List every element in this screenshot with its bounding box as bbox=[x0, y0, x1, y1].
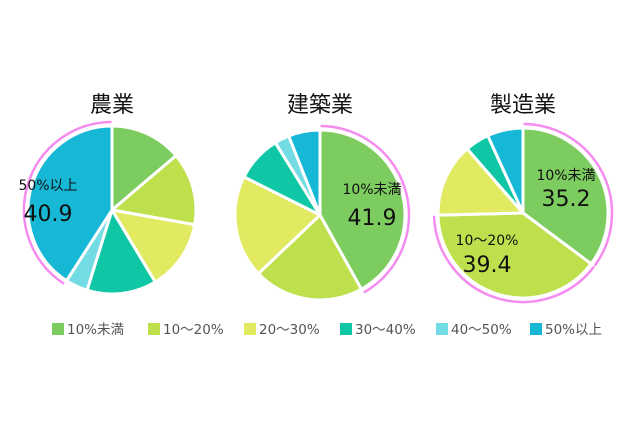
pie-slice-6 bbox=[26, 124, 114, 283]
pie-slice-1 bbox=[318, 128, 407, 291]
legend-swatch bbox=[340, 323, 352, 335]
pie-slice-2 bbox=[436, 211, 593, 300]
data-label-value: 40.9 bbox=[24, 202, 73, 227]
legend-item: 10%未満 bbox=[52, 322, 124, 338]
pie-slice-2 bbox=[256, 213, 363, 302]
pie-slice-3 bbox=[233, 175, 322, 276]
pie-slice-6 bbox=[287, 128, 322, 217]
pie-title: 建築業 bbox=[287, 93, 353, 118]
pie-chart-1: 農業 50%以上 40.9 bbox=[18, 93, 198, 296]
legend-item: 10〜20% bbox=[148, 322, 224, 338]
legend-item: 50%以上 bbox=[530, 322, 602, 338]
legend: 10%未満 10〜20% 20〜30% 30〜40% 40〜50% 50%以上 bbox=[52, 322, 602, 338]
legend-item: 30〜40% bbox=[340, 322, 416, 338]
pie-slice-6 bbox=[486, 126, 525, 215]
legend-swatch bbox=[148, 323, 160, 335]
pie-slice-1 bbox=[110, 124, 178, 212]
legend-label: 30〜40% bbox=[355, 322, 416, 338]
highlight-arc bbox=[432, 215, 595, 304]
pie-slice-4 bbox=[85, 208, 157, 296]
data-label-value: 35.2 bbox=[542, 187, 591, 212]
data-label-category: 10%未満 bbox=[342, 182, 401, 198]
data-label-category: 10%未満 bbox=[536, 168, 595, 184]
pie-title: 製造業 bbox=[490, 93, 556, 118]
data-label-category: 10〜20% bbox=[456, 233, 519, 249]
legend-label: 10%未満 bbox=[67, 322, 124, 338]
data-label-value: 41.9 bbox=[348, 206, 397, 231]
legend-label: 50%以上 bbox=[545, 322, 602, 338]
data-label-value: 39.4 bbox=[463, 253, 512, 278]
legend-swatch bbox=[52, 323, 64, 335]
highlight-arc bbox=[22, 120, 112, 285]
legend-swatch bbox=[436, 323, 448, 335]
legend-item: 40〜50% bbox=[436, 322, 512, 338]
pie-slice-3 bbox=[110, 208, 197, 284]
data-label-category: 50%以上 bbox=[18, 178, 77, 194]
pie-chart-3: 製造業 10〜20% 39.4 10%未満 35.2 bbox=[432, 93, 614, 304]
legend-swatch bbox=[530, 323, 542, 335]
legend-item: 20〜30% bbox=[244, 322, 320, 338]
pie-slice-1 bbox=[521, 126, 610, 266]
legend-label: 40〜50% bbox=[451, 322, 512, 338]
legend-swatch bbox=[244, 323, 256, 335]
highlight-arc bbox=[320, 124, 411, 294]
legend-label: 10〜20% bbox=[163, 322, 224, 338]
pie-chart-2: 建築業 10%未満 41.9 bbox=[233, 93, 411, 302]
pie-slice-2 bbox=[110, 154, 198, 227]
pie-slice-3 bbox=[436, 147, 525, 217]
legend-label: 20〜30% bbox=[259, 322, 320, 338]
highlight-arc bbox=[523, 122, 614, 267]
pie-title: 農業 bbox=[90, 93, 134, 118]
